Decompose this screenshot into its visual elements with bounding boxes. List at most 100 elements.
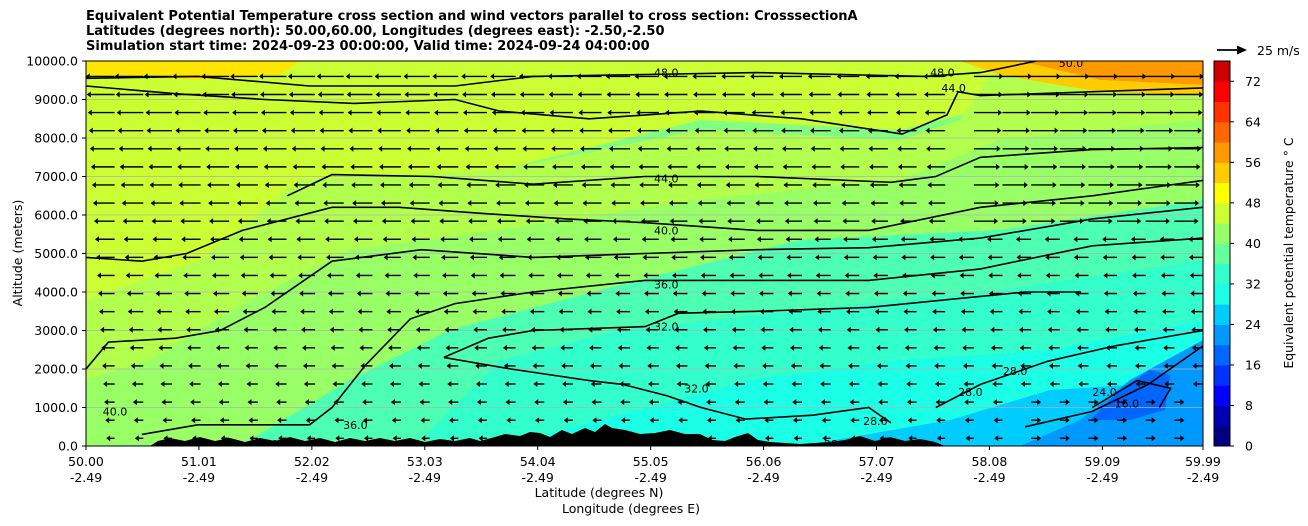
wind-arrowhead — [289, 109, 294, 116]
x-tick-label-lon: -2.49 — [860, 470, 892, 485]
wind-arrowhead — [418, 381, 423, 388]
wind-arrowhead — [618, 362, 623, 369]
wind-arrowhead — [245, 362, 250, 369]
wind-arrowhead — [591, 399, 596, 406]
wind-arrowhead — [1134, 344, 1139, 351]
wind-arrowhead — [1049, 381, 1054, 388]
wind-arrowhead — [787, 290, 792, 297]
wind-arrowhead — [648, 381, 653, 388]
wind-arrowhead — [1161, 290, 1166, 297]
wind-arrowhead — [205, 145, 210, 152]
wind-arrowhead — [438, 200, 443, 207]
wind-arrowhead — [1190, 308, 1195, 315]
wind-arrowhead — [182, 254, 187, 261]
wind-arrowhead — [439, 218, 444, 225]
wind-arrowhead — [898, 181, 903, 188]
wind-arrowhead — [786, 254, 791, 261]
wind-arrowhead — [176, 145, 181, 152]
colorbar-band — [1214, 61, 1230, 82]
wind-arrowhead — [61, 146, 65, 152]
wind-arrowhead — [246, 381, 251, 388]
wind-arrowhead — [734, 381, 739, 388]
wind-arrowhead — [533, 381, 538, 388]
wind-arrowhead — [532, 362, 537, 369]
wind-arrowhead — [210, 236, 215, 243]
wind-arrowhead — [359, 344, 364, 351]
wind-arrowhead — [385, 290, 390, 297]
wind-arrowhead — [1094, 399, 1099, 406]
wind-arrowhead — [1037, 399, 1042, 406]
x-tick-label-lat: 56.06 — [746, 454, 782, 469]
wind-arrowhead — [211, 254, 216, 261]
wind-arrowhead — [334, 417, 339, 424]
wind-arrowhead — [531, 344, 536, 351]
wind-arrowhead — [1195, 181, 1200, 188]
wind-arrowhead — [845, 290, 850, 297]
wind-arrowhead — [353, 236, 358, 243]
wind-arrowhead — [995, 181, 1000, 188]
wind-arrowhead — [504, 381, 509, 388]
wind-arrowhead — [77, 417, 81, 423]
wind-arrowhead — [758, 272, 763, 279]
wind-arrowhead — [1020, 362, 1025, 369]
wind-arrowhead — [867, 109, 872, 116]
wind-arrowhead — [1094, 417, 1099, 424]
wind-arrowhead — [1102, 254, 1107, 261]
wind-arrowhead — [155, 290, 160, 297]
wind-arrowhead — [116, 109, 121, 116]
wind-arrowhead — [608, 127, 613, 134]
wind-arrowhead — [848, 381, 853, 388]
wind-arrowhead — [997, 109, 1002, 116]
wind-arrowhead — [664, 91, 669, 98]
wind-arrowhead — [247, 399, 252, 406]
wind-arrowhead — [115, 91, 120, 98]
colorbar-band — [1214, 142, 1230, 163]
wind-arrowhead — [930, 254, 935, 261]
wind-arrowhead — [1130, 236, 1135, 243]
colorbar-band — [1214, 121, 1230, 143]
wind-arrowhead — [1077, 344, 1082, 351]
wind-arrowhead — [1123, 417, 1128, 424]
colorbar-tick-label: 0 — [1245, 439, 1253, 454]
wind-arrowhead — [1166, 200, 1171, 207]
wind-arrowhead — [958, 254, 963, 261]
wind-arrowhead — [606, 91, 611, 98]
wind-arrowhead — [180, 218, 185, 225]
wind-arrowhead — [693, 91, 698, 98]
wind-arrowhead — [121, 200, 126, 207]
wind-arrowhead — [668, 200, 673, 207]
wind-arrowhead — [419, 399, 424, 406]
wind-arrowhead — [519, 91, 524, 98]
wind-arrowhead — [672, 272, 677, 279]
wind-arrowhead — [1151, 435, 1156, 442]
wind-arrowhead — [212, 290, 217, 297]
wind-arrowhead — [790, 362, 795, 369]
wind-arrowhead — [179, 200, 184, 207]
wind-arrowhead — [1162, 326, 1167, 333]
wind-arrowhead — [1162, 308, 1167, 315]
wind-arrowhead — [703, 344, 708, 351]
wind-arrowhead — [353, 218, 358, 225]
wind-arrowhead — [414, 290, 419, 297]
wind-arrowhead — [123, 236, 128, 243]
x-axis-label-lon: Longitude (degrees E) — [562, 501, 700, 516]
wind-arrowhead — [587, 308, 592, 315]
wind-arrowhead — [783, 181, 788, 188]
wind-arrowhead — [363, 417, 368, 424]
wind-arrowhead — [384, 272, 389, 279]
wind-arrowhead — [420, 417, 425, 424]
wind-arrowhead — [962, 362, 967, 369]
wind-arrowhead — [473, 326, 478, 333]
wind-arrowhead — [522, 145, 527, 152]
contour-44.0 — [286, 146, 1203, 197]
wind-arrowhead — [613, 254, 618, 261]
wind-arrowhead — [178, 181, 183, 188]
wind-arrowhead — [261, 127, 266, 134]
wind-arrowhead — [585, 272, 590, 279]
wind-arrowhead — [503, 362, 508, 369]
wind-arrowhead — [872, 254, 877, 261]
wind-arrowhead — [649, 417, 654, 424]
wind-arrowhead — [390, 399, 395, 406]
wind-arrowhead — [707, 417, 712, 424]
wind-arrowhead — [391, 417, 396, 424]
